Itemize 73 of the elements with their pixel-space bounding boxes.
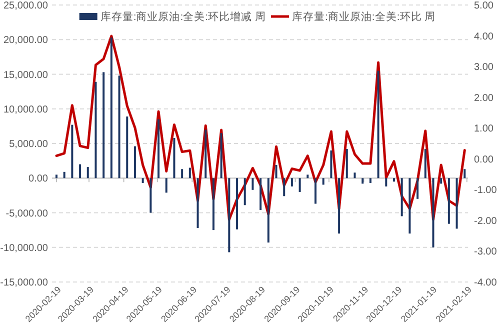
bar bbox=[244, 178, 246, 206]
bar bbox=[188, 168, 191, 178]
bar bbox=[86, 167, 89, 178]
bar bbox=[102, 72, 105, 178]
bar bbox=[306, 174, 309, 178]
y2-tick-label: 1.00 bbox=[474, 124, 494, 135]
y2-tick-label: -2.00 bbox=[474, 216, 498, 227]
bar bbox=[298, 178, 301, 192]
y2-tick-label: 3.00 bbox=[474, 62, 494, 74]
bar bbox=[71, 124, 74, 178]
y2-tick-label: 0.00 bbox=[474, 154, 494, 166]
bar bbox=[142, 178, 144, 183]
y-tick-label: 5,000.00 bbox=[9, 139, 48, 150]
bar bbox=[448, 178, 450, 224]
bar bbox=[150, 178, 152, 213]
bar bbox=[118, 76, 120, 178]
bar bbox=[432, 178, 434, 248]
bar bbox=[392, 178, 395, 182]
bar bbox=[55, 174, 58, 178]
bar bbox=[134, 146, 136, 178]
y2-tick-label: 2.00 bbox=[474, 92, 494, 104]
y-tick-label: -10,000.00 bbox=[0, 242, 48, 254]
bar bbox=[252, 178, 254, 190]
y-tick-label: 20,000.00 bbox=[4, 35, 48, 46]
bar bbox=[330, 150, 332, 178]
legend-label: 库存量:商业原油:全美:环比增减 周 bbox=[100, 10, 266, 23]
bar bbox=[408, 178, 411, 234]
bar bbox=[416, 178, 419, 199]
y2-tick-label: -3.00 bbox=[474, 246, 498, 258]
bar bbox=[196, 178, 199, 228]
bar bbox=[204, 130, 207, 178]
y-tick-label: 0.00 bbox=[28, 174, 48, 185]
bar bbox=[158, 119, 160, 178]
bar bbox=[181, 169, 184, 178]
bar bbox=[369, 178, 372, 183]
bar bbox=[126, 116, 128, 178]
y-tick-label: -15,000.00 bbox=[0, 278, 48, 288]
y-tick-label: -5,000.00 bbox=[6, 208, 48, 220]
bar bbox=[385, 178, 388, 186]
bar bbox=[400, 178, 403, 216]
y2-tick-label: 5.00 bbox=[474, 0, 494, 12]
line-series bbox=[55, 34, 466, 221]
bar bbox=[228, 178, 230, 252]
bar bbox=[424, 149, 426, 178]
y-tick-label: 10,000.00 bbox=[4, 104, 48, 116]
bar bbox=[94, 82, 97, 178]
bar bbox=[165, 178, 168, 193]
bar bbox=[173, 138, 176, 178]
y2-tick-label: 4.00 bbox=[474, 31, 494, 42]
bar bbox=[283, 178, 286, 196]
bar bbox=[377, 70, 380, 178]
bar bbox=[236, 178, 238, 230]
bar bbox=[456, 178, 458, 229]
bar bbox=[440, 178, 442, 184]
bar bbox=[260, 178, 262, 210]
y2-tick-label: -1.00 bbox=[474, 185, 498, 196]
bar bbox=[346, 149, 348, 178]
bar bbox=[79, 164, 82, 178]
bar bbox=[290, 178, 293, 186]
bar bbox=[275, 164, 278, 178]
bar bbox=[322, 178, 324, 185]
bar bbox=[110, 38, 112, 178]
y-tick-label: 25,000.00 bbox=[4, 0, 48, 12]
bar bbox=[338, 178, 340, 234]
bar bbox=[267, 178, 270, 243]
y-tick-label: 15,000.00 bbox=[4, 70, 48, 81]
bar bbox=[354, 172, 356, 178]
bar bbox=[220, 133, 222, 178]
bar bbox=[314, 178, 317, 204]
legend-label: 库存量:商业原油:全美:环比 周 bbox=[292, 10, 436, 23]
bar bbox=[464, 169, 466, 178]
bar bbox=[212, 178, 214, 230]
y2-tick-label: -4.00 bbox=[474, 278, 498, 288]
